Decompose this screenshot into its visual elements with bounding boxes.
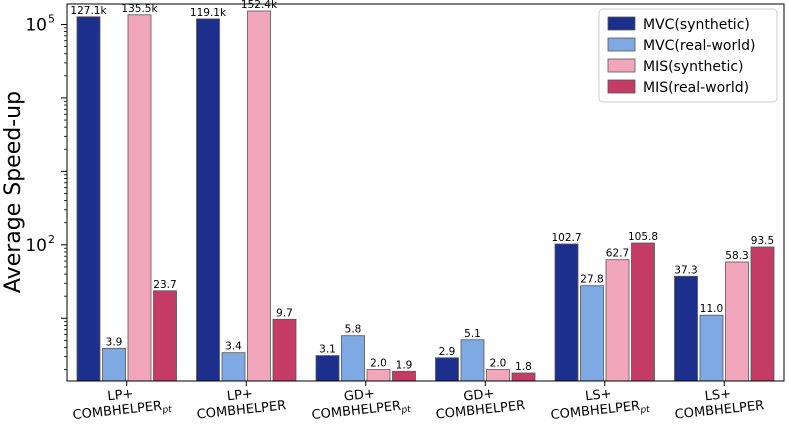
bar [153, 290, 177, 382]
bar [725, 261, 749, 382]
bar-value-label: 37.3 [674, 264, 697, 276]
bar [272, 318, 297, 382]
bar [102, 347, 126, 382]
bar-value-label: 3.1 [319, 344, 336, 356]
bar [127, 14, 152, 382]
legend-frame [598, 8, 778, 103]
x-tick-label-line1: GD+ [463, 386, 495, 404]
x-tick-label: GD+COMBHELPER [435, 386, 526, 422]
bar [699, 314, 724, 382]
x-tick-label-subscript: pt [400, 405, 412, 416]
legend-swatch [607, 58, 636, 73]
bar [631, 242, 655, 382]
x-tick-label-line2: COMBHELPER [435, 398, 526, 422]
legend-swatch [607, 37, 636, 52]
bar-value-label: 27.8 [580, 274, 603, 286]
bar-value-label: 127.1k [70, 5, 107, 17]
bar-value-label: 3.4 [225, 341, 242, 353]
bar-value-label: 2.0 [490, 358, 507, 370]
x-tick-label: LS+COMBHELPERpt [550, 387, 651, 424]
x-tick-label-line2: COMBHELPER [674, 398, 765, 422]
x-tick-label: LP+COMBHELPERpt [72, 387, 173, 424]
bar-value-label: 119.1k [190, 7, 227, 19]
plot-frame [66, 3, 785, 382]
y-tick-label-exponent: 5 [48, 12, 55, 25]
x-tick-label-line2: COMBHELPER [196, 398, 287, 422]
bar [605, 259, 630, 382]
bar [435, 357, 459, 382]
x-tick-label: LS+COMBHELPER [674, 387, 765, 423]
bar [580, 285, 604, 382]
legend-label: MIS(synthetic) [643, 59, 744, 75]
y-axis-label: Average Speed-up [1, 91, 26, 293]
bar [341, 335, 365, 382]
bar [554, 243, 579, 382]
bar-value-label: 105.8 [628, 231, 658, 243]
bar-value-label: 135.5k [121, 3, 158, 15]
x-tick-label-line1: LP+ [226, 387, 253, 405]
bar [247, 10, 271, 382]
legend: MVC(synthetic) MVC(real-world) MIS(synthet… [598, 8, 778, 103]
bar [76, 16, 101, 382]
bar [674, 275, 698, 382]
x-tick-label-line1: LS+ [704, 387, 732, 405]
bars-layer [76, 10, 775, 382]
x-tick-label-line1: LP+ [107, 387, 134, 405]
bar-value-label: 11.0 [700, 303, 723, 315]
bar-value-label: 5.1 [464, 328, 481, 340]
legend-label: MIS(real-world) [643, 80, 749, 96]
bar-value-label: 152.4k [241, 0, 278, 11]
x-axis: LP+COMBHELPERptLP+COMBHELPERGD+COMBHELPE… [72, 381, 765, 424]
bar [366, 369, 391, 382]
bar [486, 369, 510, 382]
bar-value-label: 93.5 [751, 235, 774, 247]
bar-value-label: 62.7 [606, 248, 629, 260]
bar [196, 18, 220, 382]
x-tick-label: LP+COMBHELPER [196, 387, 287, 423]
bar-value-label: 58.3 [725, 250, 748, 262]
bar [460, 339, 485, 382]
value-labels-layer: 127.1k 3.9 135.5k 23.7 119.1k 3.4 152.4k 9.7 3.1… [70, 0, 774, 373]
bar-value-label: 2.9 [439, 346, 456, 358]
y-axis: 10 510 2 [25, 12, 67, 371]
bar-value-label: 1.9 [396, 359, 413, 371]
y-tick-label-exponent: 2 [48, 233, 55, 246]
bar-value-label: 1.8 [515, 361, 532, 373]
x-tick-label: GD+COMBHELPERpt [311, 386, 412, 424]
bar [392, 370, 416, 382]
x-tick-label-subscript: pt [639, 405, 651, 416]
bar-value-label: 2.0 [370, 358, 387, 370]
bar [511, 372, 536, 382]
legend-swatch [607, 16, 636, 31]
legend-label: MVC(real-world) [643, 38, 756, 54]
bar [750, 246, 775, 382]
bar-value-label: 23.7 [153, 279, 176, 291]
x-tick-label-subscript: pt [161, 405, 173, 416]
y-tick-label: 10 [25, 15, 47, 35]
x-tick-label-line1: GD+ [343, 386, 375, 404]
bar [221, 352, 246, 382]
bar-value-label: 5.8 [345, 324, 362, 336]
legend-swatch [607, 79, 636, 94]
x-tick-label-line1: LS+ [585, 387, 613, 405]
bar-value-label: 102.7 [551, 232, 581, 244]
legend-label: MVC(synthetic) [643, 17, 750, 33]
bar-value-label: 3.9 [106, 336, 123, 348]
bar-value-label: 9.7 [276, 307, 293, 319]
bar [315, 355, 340, 382]
y-tick-label: 10 [25, 236, 47, 256]
